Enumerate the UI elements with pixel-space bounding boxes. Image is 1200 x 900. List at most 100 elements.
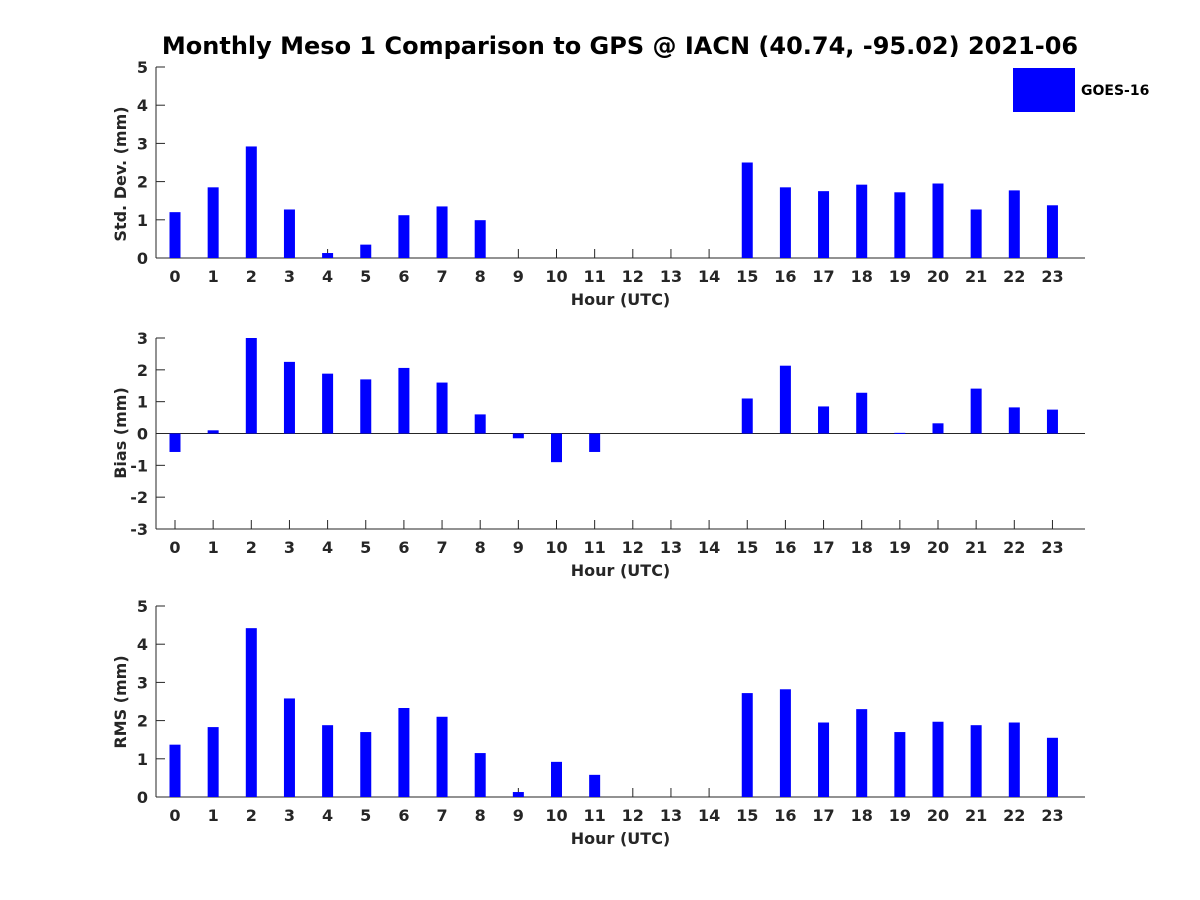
std-dev-xtick-label: 0 <box>169 267 180 286</box>
std-dev-xtick-label: 19 <box>889 267 911 286</box>
rms-bar-hour-9 <box>512 792 524 797</box>
bias-xtick-label: 0 <box>169 538 180 557</box>
std-dev-bar-hour-5 <box>360 244 372 258</box>
rms-xtick-label: 15 <box>736 806 758 825</box>
std-dev-ytick-label: 5 <box>137 58 148 77</box>
bias-bar-hour-10 <box>551 433 562 463</box>
rms-xtick-label: 17 <box>812 806 834 825</box>
rms-ytick-label: 1 <box>137 750 148 769</box>
std-dev-bar-hour-16 <box>779 187 791 258</box>
legend: GOES-16 <box>1013 68 1149 112</box>
rms-bar-hour-1 <box>207 727 219 797</box>
std-dev-xtick-label: 18 <box>851 267 873 286</box>
std-dev-xtick-label: 2 <box>246 267 257 286</box>
std-dev-xtick-label: 12 <box>622 267 644 286</box>
rms-xtick-label: 18 <box>851 806 873 825</box>
bias-xtick-label: 18 <box>851 538 873 557</box>
std-dev-xtick-label: 5 <box>360 267 371 286</box>
bias-bar-hour-23 <box>1046 409 1058 434</box>
bias-xtick-label: 10 <box>545 538 567 557</box>
std-dev-bar-hour-22 <box>1008 190 1020 258</box>
bias-bar-hour-3 <box>283 361 295 434</box>
rms-xtick-label: 4 <box>322 806 333 825</box>
bias-ytick-label: -3 <box>130 520 148 539</box>
bias-xtick-label: 4 <box>322 538 333 557</box>
bias-xtick-label: 21 <box>965 538 987 557</box>
bias-xtick-label: 14 <box>698 538 720 557</box>
bias-bar-hour-1 <box>207 430 219 434</box>
rms-xtick-label: 9 <box>513 806 524 825</box>
bias-xtick-label: 13 <box>660 538 682 557</box>
rms-bar-hour-2 <box>245 628 257 797</box>
std-dev-bar-hour-7 <box>436 206 448 258</box>
rms-xtick-label: 5 <box>360 806 371 825</box>
bias-bar-hour-20 <box>932 423 944 434</box>
bias-bar-hour-6 <box>398 367 410 434</box>
rms-xtick-label: 0 <box>169 806 180 825</box>
std-dev-ytick-label: 1 <box>137 211 148 230</box>
rms-xtick-label: 23 <box>1041 806 1063 825</box>
rms-xtick-label: 14 <box>698 806 720 825</box>
bias-bar-hour-15 <box>741 398 753 434</box>
bias-bar-hour-19 <box>894 432 906 434</box>
bias-bar-hour-18 <box>856 392 868 434</box>
bias-xtick-label: 16 <box>774 538 796 557</box>
std-dev-xtick-label: 21 <box>965 267 987 286</box>
std-dev-ytick-label: 2 <box>137 173 148 192</box>
bias-bar-hour-4 <box>322 373 334 434</box>
rms-bar-hour-23 <box>1046 737 1058 797</box>
rms-ytick-label: 2 <box>137 712 148 731</box>
std-dev-xtick-label: 13 <box>660 267 682 286</box>
std-dev-bar-hour-4 <box>322 253 334 258</box>
rms-xtick-label: 20 <box>927 806 949 825</box>
bias-xtick-label: 19 <box>889 538 911 557</box>
std-dev-xtick-label: 10 <box>545 267 567 286</box>
bias-bar-hour-17 <box>818 406 830 434</box>
rms-ytick-label: 0 <box>137 788 148 807</box>
std-dev-xtick-label: 20 <box>927 267 949 286</box>
std-dev-xtick-label: 6 <box>398 267 409 286</box>
bias-xtick-label: 17 <box>812 538 834 557</box>
bias-xtick-label: 8 <box>475 538 486 557</box>
std-dev-xlabel: Hour (UTC) <box>571 290 671 309</box>
bias-ytick-label: -1 <box>130 456 148 475</box>
bias-bar-hour-22 <box>1008 407 1020 434</box>
bias-xtick-label: 23 <box>1041 538 1063 557</box>
std-dev-bar-hour-0 <box>169 212 181 258</box>
rms-bar-hour-18 <box>856 709 868 797</box>
rms-bar-hour-11 <box>589 774 601 797</box>
std-dev-bar-hour-3 <box>283 209 295 258</box>
std-dev-xtick-label: 15 <box>736 267 758 286</box>
rms-ytick-label: 4 <box>137 635 148 654</box>
rms-xtick-label: 3 <box>284 806 295 825</box>
rms-xtick-label: 8 <box>475 806 486 825</box>
std-dev-xtick-label: 22 <box>1003 267 1025 286</box>
bias-bar-hour-2 <box>245 338 257 434</box>
std-dev-xtick-label: 3 <box>284 267 295 286</box>
bias-xtick-label: 3 <box>284 538 295 557</box>
rms-xtick-label: 7 <box>436 806 447 825</box>
bias-xtick-label: 1 <box>208 538 219 557</box>
bias-bar-hour-9 <box>512 433 524 439</box>
bias-xtick-label: 6 <box>398 538 409 557</box>
std-dev-bar-hour-17 <box>818 191 830 258</box>
std-dev-bar-hour-23 <box>1046 205 1058 258</box>
rms-bar-hour-6 <box>398 707 410 797</box>
bias-bar-hour-11 <box>589 433 601 452</box>
rms-bar-hour-10 <box>551 761 562 797</box>
rms-xtick-label: 12 <box>622 806 644 825</box>
bias-xtick-label: 9 <box>513 538 524 557</box>
std-dev-xtick-label: 4 <box>322 267 333 286</box>
std-dev-bar-hour-6 <box>398 215 410 258</box>
std-dev-bar-hour-1 <box>207 187 219 258</box>
std-dev-bar-hour-18 <box>856 184 868 258</box>
rms-xtick-label: 13 <box>660 806 682 825</box>
rms-bar-hour-20 <box>932 721 944 797</box>
rms-bar-hour-8 <box>474 753 486 797</box>
bias-ytick-label: -2 <box>130 488 148 507</box>
rms-bar-hour-15 <box>741 693 753 797</box>
bias-ylabel: Bias (mm) <box>111 387 130 479</box>
